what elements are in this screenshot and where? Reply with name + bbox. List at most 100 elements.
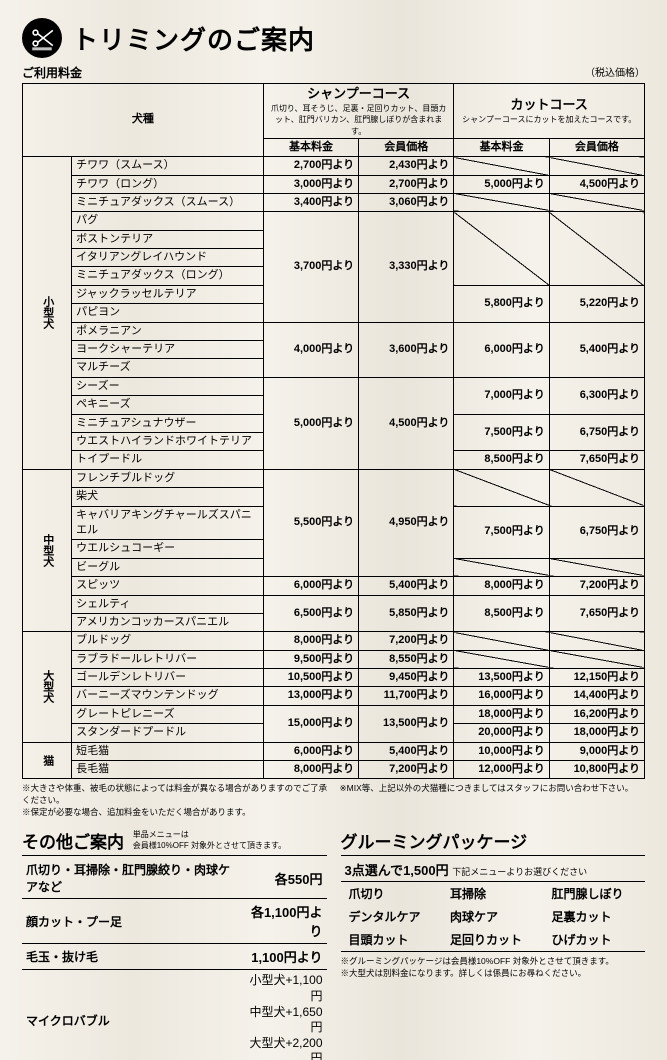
- price-cell: 3,400円より: [263, 193, 358, 211]
- package-item: 目頭カット: [341, 928, 443, 951]
- table-row: 猫短毛猫6,000円より5,400円より10,000円より9,000円より: [23, 742, 645, 760]
- price-cell: 7,200円より: [359, 632, 454, 650]
- price-cell: 10,800円より: [549, 761, 644, 779]
- price-cell: 11,700円より: [359, 687, 454, 705]
- tax-note: （税込価格）: [585, 64, 645, 81]
- price-cell: 12,000円より: [454, 761, 549, 779]
- price-cell: 7,500円より: [454, 414, 549, 451]
- price-cell: 6,300円より: [549, 377, 644, 414]
- price-cell: 2,430円より: [359, 157, 454, 175]
- price-cell: 14,400円より: [549, 687, 644, 705]
- price-cell: [454, 193, 549, 211]
- breed-cell: 長毛猫: [72, 761, 264, 779]
- other-label: 毛玉・抜け毛: [22, 944, 240, 970]
- price-cell: 8,000円より: [263, 761, 358, 779]
- price-cell: 15,000円より: [263, 705, 358, 742]
- th-course2: カットコース シャンプーコースにカットを加えたコースです。: [454, 84, 645, 139]
- price-cell: 6,750円より: [549, 506, 644, 558]
- price-cell: 8,000円より: [454, 577, 549, 595]
- price-cell: 3,060円より: [359, 193, 454, 211]
- price-cell: 13,500円より: [454, 669, 549, 687]
- price-cell: 6,000円より: [263, 577, 358, 595]
- table-row: ポメラニアン4,000円より3,600円より6,000円より5,400円より: [23, 322, 645, 340]
- price-cell: [549, 558, 644, 576]
- table-row: バーニーズマウンテンドッグ13,000円より11,700円より16,000円より…: [23, 687, 645, 705]
- other-price: 各550円: [240, 858, 326, 899]
- breed-cell: ビーグル: [72, 558, 264, 576]
- breed-cell: パグ: [72, 212, 264, 230]
- table-row: 中型犬フレンチブルドッグ5,500円より4,950円より: [23, 469, 645, 487]
- breed-cell: ゴールデンレトリバー: [72, 669, 264, 687]
- price-cell: 5,800円より: [454, 285, 549, 322]
- breed-cell: バーニーズマウンテンドッグ: [72, 687, 264, 705]
- price-cell: 8,500円より: [454, 451, 549, 469]
- breed-cell: ウエストハイランドホワイトテリア: [72, 433, 264, 451]
- price-cell: [549, 469, 644, 506]
- price-cell: [454, 632, 549, 650]
- breed-cell: スピッツ: [72, 577, 264, 595]
- table-row: パグ3,700円より3,330円より: [23, 212, 645, 230]
- th-mem2: 会員価格: [549, 138, 644, 156]
- other-price: 各1,100円より: [240, 899, 326, 944]
- price-cell: 7,650円より: [549, 451, 644, 469]
- price-cell: 3,600円より: [359, 322, 454, 377]
- table-row: シェルティ6,500円より5,850円より8,500円より7,650円より: [23, 595, 645, 613]
- category-cell: 小型犬: [23, 157, 72, 470]
- price-cell: 4,500円より: [359, 377, 454, 469]
- breed-cell: パピヨン: [72, 304, 264, 322]
- price-cell: [454, 558, 549, 576]
- breed-cell: マルチーズ: [72, 359, 264, 377]
- category-cell: 中型犬: [23, 469, 72, 632]
- micro-label: マイクロバブル: [22, 970, 240, 1060]
- price-cell: 7,650円より: [549, 595, 644, 632]
- price-cell: 8,000円より: [263, 632, 358, 650]
- price-cell: 2,700円より: [359, 175, 454, 193]
- package-item: 肉球ケア: [442, 905, 544, 928]
- table-row: ミニチュアダックス（スムース）3,400円より3,060円より: [23, 193, 645, 211]
- price-cell: 12,150円より: [549, 669, 644, 687]
- table-row: チワワ（ロング）3,000円より2,700円より5,000円より4,500円より: [23, 175, 645, 193]
- price-cell: 3,000円より: [263, 175, 358, 193]
- price-cell: [454, 212, 549, 286]
- price-cell: 16,200円より: [549, 705, 644, 723]
- category-cell: 猫: [23, 742, 72, 779]
- package-item: デンタルケア: [341, 905, 443, 928]
- price-cell: [549, 157, 644, 175]
- breed-cell: チワワ（ロング）: [72, 175, 264, 193]
- price-cell: [454, 469, 549, 506]
- price-cell: 6,750円より: [549, 414, 644, 451]
- other-price: 1,100円より: [240, 944, 326, 970]
- price-cell: 9,450円より: [359, 669, 454, 687]
- other-label: 爪切り・耳掃除・肛門腺絞り・肉球ケアなど: [22, 858, 240, 899]
- breed-cell: ミニチュアダックス（ロング）: [72, 267, 264, 285]
- table-row: ゴールデンレトリバー10,500円より9,450円より13,500円より12,1…: [23, 669, 645, 687]
- fee-label: ご利用料金: [22, 64, 82, 81]
- package-item: 足裏カット: [544, 905, 646, 928]
- price-cell: [549, 650, 644, 668]
- header: トリミングのご案内: [22, 18, 645, 58]
- price-cell: 5,220円より: [549, 285, 644, 322]
- breed-cell: イタリアングレイハウンド: [72, 249, 264, 267]
- price-cell: 3,700円より: [263, 212, 358, 322]
- price-cell: 13,000円より: [263, 687, 358, 705]
- price-cell: 4,500円より: [549, 175, 644, 193]
- price-cell: 5,850円より: [359, 595, 454, 632]
- price-cell: [549, 212, 644, 286]
- price-cell: 6,000円より: [454, 322, 549, 377]
- price-cell: 7,000円より: [454, 377, 549, 414]
- breed-cell: 短毛猫: [72, 742, 264, 760]
- price-cell: 16,000円より: [454, 687, 549, 705]
- page-title: トリミングのご案内: [72, 20, 315, 57]
- price-cell: 7,200円より: [549, 577, 644, 595]
- price-cell: 5,400円より: [359, 742, 454, 760]
- other-label: 顔カット・プー足: [22, 899, 240, 944]
- price-cell: 5,000円より: [454, 175, 549, 193]
- price-cell: 9,000円より: [549, 742, 644, 760]
- price-cell: 7,500円より: [454, 506, 549, 558]
- th-base1: 基本料金: [263, 138, 358, 156]
- table-row: グレートピレニーズ15,000円より13,500円より18,000円より16,2…: [23, 705, 645, 723]
- breed-cell: ヨークシャーテリア: [72, 341, 264, 359]
- breed-cell: チワワ（スムース）: [72, 157, 264, 175]
- breed-cell: シーズー: [72, 377, 264, 395]
- table-notes: ※大きさや体重、被毛の状態によっては料金が異なる場合がありますのでご了承ください…: [22, 782, 645, 818]
